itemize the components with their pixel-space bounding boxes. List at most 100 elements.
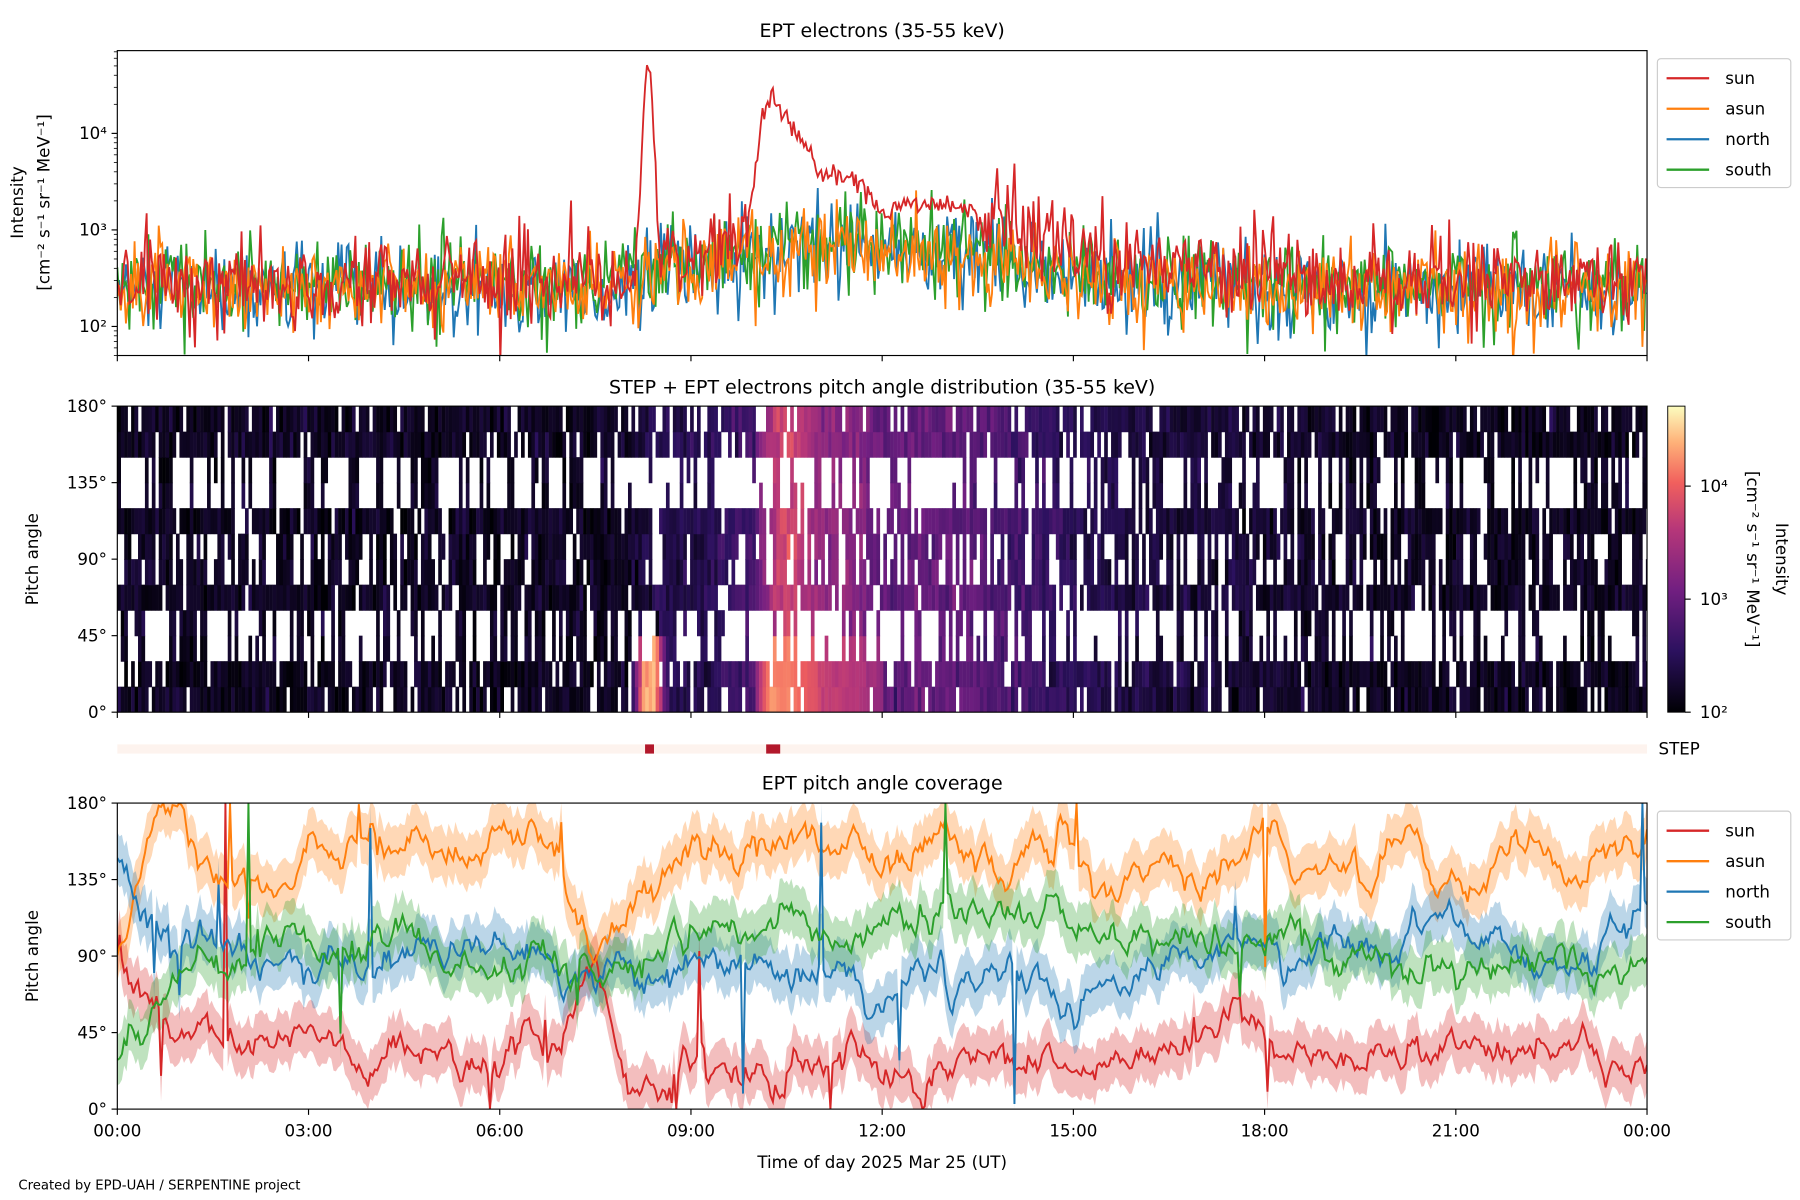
heatmap-cell <box>431 584 435 611</box>
heatmap-cell <box>714 661 718 688</box>
heatmap-cell <box>379 584 384 611</box>
heatmap-cell <box>707 482 712 509</box>
heatmap-cell <box>814 482 818 509</box>
heatmap-cell <box>452 533 456 560</box>
heatmap-cell <box>624 661 629 688</box>
heatmap-cell <box>1445 584 1450 611</box>
heatmap-cell <box>1314 635 1319 662</box>
heatmap-cell <box>1518 635 1522 662</box>
heatmap-cell <box>1342 431 1346 458</box>
heatmap-cell <box>1449 457 1453 484</box>
heatmap-cell <box>117 431 121 458</box>
heatmap-cell <box>493 508 498 535</box>
heatmap-cell <box>1173 508 1177 535</box>
heatmap-cell <box>1549 584 1553 611</box>
heatmap-cell <box>1124 559 1129 586</box>
heatmap-cell <box>455 610 460 637</box>
heatmap-cell <box>766 406 770 433</box>
heatmap-cell <box>355 482 360 509</box>
heatmap-cell <box>1059 559 1063 586</box>
heatmap-cell <box>586 559 591 586</box>
heatmap-cell <box>210 431 215 458</box>
heatmap-cell <box>389 431 394 458</box>
heatmap-cell <box>1431 686 1436 713</box>
heatmap-cell <box>1149 661 1153 688</box>
heatmap-cell <box>1587 406 1591 433</box>
heatmap-cell <box>659 635 663 662</box>
heatmap-cell <box>1307 584 1312 611</box>
heatmap-cell <box>1090 406 1095 433</box>
heatmap-cell <box>1359 533 1364 560</box>
heatmap-cell <box>883 559 888 586</box>
heatmap-cell <box>458 559 463 586</box>
heatmap-cell <box>1369 406 1374 433</box>
heatmap-cell <box>1090 431 1095 458</box>
heatmap-cell <box>1362 533 1367 560</box>
heatmap-cell <box>445 584 449 611</box>
heatmap-cell <box>648 457 653 484</box>
heatmap-cell <box>1176 584 1181 611</box>
heatmap-cell <box>238 533 242 560</box>
heatmap-cell <box>144 559 149 586</box>
heatmap-cell <box>952 584 957 611</box>
heatmap-cell <box>707 686 712 713</box>
heatmap-cell <box>1338 457 1343 484</box>
heatmap-cell <box>1162 508 1167 535</box>
heatmap-cell <box>831 533 836 560</box>
heatmap-cell <box>879 661 884 688</box>
heatmap-cell <box>1117 533 1122 560</box>
heatmap-cell <box>1614 508 1619 535</box>
heatmap-cell <box>255 406 260 433</box>
heatmap-cell <box>1376 508 1381 535</box>
heatmap-cell <box>921 686 925 713</box>
heatmap-cell <box>907 661 912 688</box>
heatmap-cell <box>1573 508 1578 535</box>
heatmap-cell <box>1149 686 1153 713</box>
heatmap-cell <box>1124 610 1129 637</box>
heatmap-cell <box>935 686 939 713</box>
heatmap-cell <box>203 584 208 611</box>
heatmap-cell <box>448 559 453 586</box>
heatmap-cell <box>1180 635 1184 662</box>
heatmap-cell <box>1538 406 1543 433</box>
heatmap-cell <box>1335 661 1340 688</box>
heatmap-cell <box>948 431 953 458</box>
heatmap-cell <box>655 610 660 637</box>
heatmap-cell <box>1131 457 1136 484</box>
heatmap-cell <box>790 584 794 611</box>
heatmap-cell <box>1138 686 1143 713</box>
heatmap-cell <box>565 406 570 433</box>
heatmap-cell <box>1069 406 1074 433</box>
heatmap-cell <box>745 686 749 713</box>
heatmap-cell <box>1276 406 1281 433</box>
heatmap-cell <box>779 406 784 433</box>
heatmap-cell <box>1428 559 1433 586</box>
heatmap-cell <box>1362 661 1367 688</box>
heatmap-cell <box>120 635 125 662</box>
heatmap-cell <box>914 610 919 637</box>
heatmap-cell <box>1397 508 1402 535</box>
heatmap-cell <box>1180 406 1184 433</box>
heatmap-cell <box>993 508 998 535</box>
heatmap-cell <box>527 635 532 662</box>
heatmap-cell <box>1411 406 1415 433</box>
heatmap-cell <box>945 686 950 713</box>
heatmap-cell <box>438 533 442 560</box>
heatmap-cell <box>645 584 649 611</box>
uncertainty-band-south <box>117 803 1648 1086</box>
heatmap-cell <box>158 431 163 458</box>
heatmap-cell <box>289 661 294 688</box>
heatmap-cell <box>941 610 946 637</box>
heatmap-cell <box>1321 431 1326 458</box>
heatmap-cell <box>1190 584 1195 611</box>
heatmap-cell <box>213 508 218 535</box>
heatmap-cell <box>672 610 677 637</box>
heatmap-cell <box>300 533 304 560</box>
heatmap-cell <box>1252 431 1257 458</box>
heatmap-cell <box>693 457 698 484</box>
heatmap-cell <box>1601 431 1605 458</box>
heatmap-cell <box>1645 584 1648 611</box>
heatmap-cell <box>969 610 974 637</box>
heatmap-cell <box>1066 406 1070 433</box>
heatmap-cell <box>1449 559 1453 586</box>
